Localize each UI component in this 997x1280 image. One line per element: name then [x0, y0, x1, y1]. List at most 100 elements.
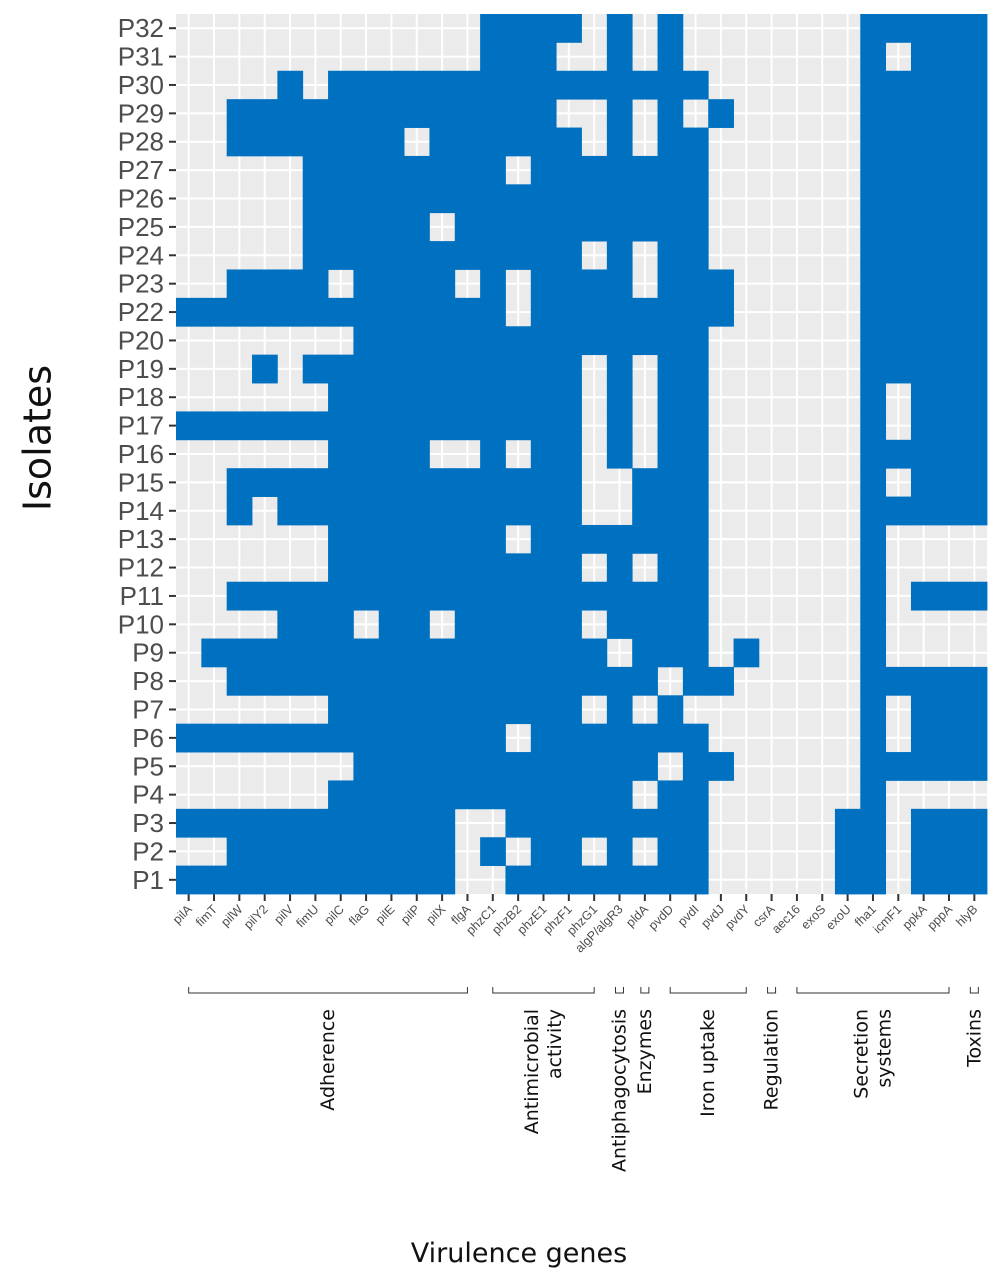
cell-P16-pppA — [936, 439, 963, 469]
cell-P26-pilC — [328, 184, 354, 214]
cell-P15-phzE1 — [530, 468, 557, 497]
gene-group-brackets: Adherence Antimicrobial activity Antiphagoc… — [188, 987, 985, 1172]
cell-P18-flaG — [353, 383, 380, 412]
cell-P23-pvdD — [657, 269, 684, 299]
cell-P13-pilE — [378, 524, 405, 554]
cell-P16-fha1 — [860, 439, 887, 469]
cell-P24-flaG — [353, 241, 380, 270]
cell-P20-pppA — [936, 326, 963, 356]
cell-P25-pvdD — [657, 212, 684, 242]
cell-P1-pilP — [404, 865, 430, 895]
cell-P29-pvdD — [657, 99, 684, 128]
cell-P9-pilC — [328, 638, 354, 668]
cell-P8-flgA — [454, 666, 481, 696]
cell-P16-ppkA — [910, 439, 937, 469]
cell-P3-exoU — [834, 808, 861, 838]
cell-P2-hlyB — [961, 837, 988, 867]
cell-P23-phzG1 — [581, 269, 608, 299]
cell-P19-phzE1 — [530, 354, 557, 384]
cell-P20-icmF1 — [885, 326, 912, 356]
x-label-pilV: pilV — [272, 902, 297, 927]
cell-P8-pilC — [328, 666, 354, 696]
cell-P10-flgA — [454, 610, 481, 639]
cell-P27-pvdI — [682, 155, 709, 185]
cell-P14-pilW — [226, 496, 253, 526]
cell-P1-fha1 — [860, 865, 887, 895]
cell-P4-pilC — [328, 780, 354, 810]
cell-P22-pvdJ — [708, 297, 734, 327]
cell-P28-ppkA — [910, 127, 937, 157]
cell-P3-pilW — [226, 808, 253, 838]
cell-P18-phzC1 — [480, 383, 506, 412]
cell-P11-fimU — [302, 581, 329, 611]
y-label-P16: P16 — [118, 439, 164, 469]
cell-P29-flaG — [353, 99, 380, 128]
cell-P1-algP/algR3 — [606, 865, 633, 895]
cell-P8-hlyB — [961, 666, 988, 696]
cell-P19-flgA — [454, 354, 481, 384]
cell-P11-fha1 — [860, 581, 887, 611]
cell-P10-pilE — [378, 610, 405, 639]
cell-P11-pilC — [328, 581, 354, 611]
y-label-P10: P10 — [118, 609, 164, 639]
cell-P5-phzF1 — [556, 752, 582, 781]
cell-P14-pppA — [936, 496, 963, 526]
cell-P32-phzF1 — [556, 14, 582, 43]
group-bracket-7 — [969, 987, 979, 994]
cell-P1-phzF1 — [556, 865, 582, 895]
cell-P31-pvdD — [657, 42, 684, 72]
cell-P6-flgA — [454, 723, 481, 753]
cell-P28-icmF1 — [885, 127, 912, 157]
cell-P14-pvdD — [657, 496, 684, 526]
cell-P16-pilP — [404, 439, 430, 469]
cell-P26-pilX — [429, 184, 456, 214]
cell-P13-pilC — [328, 524, 354, 554]
cell-P32-ppkA — [910, 14, 937, 43]
cell-P15-flgA — [454, 468, 481, 497]
cell-P32-pvdD — [657, 14, 684, 43]
cell-P28-pilE — [378, 127, 405, 157]
cell-P17-pilC — [328, 411, 354, 441]
cell-P5-fha1 — [860, 752, 887, 781]
cell-P26-icmF1 — [885, 184, 912, 214]
cell-P14-phzB2 — [505, 496, 532, 526]
cell-P19-algP/algR3 — [606, 354, 633, 384]
cell-P15-pldA — [632, 468, 658, 497]
cell-P6-pilW — [226, 723, 253, 753]
cell-P14-fimU — [302, 496, 329, 526]
cell-P16-pilE — [378, 439, 405, 469]
cell-P9-phzC1 — [480, 638, 506, 668]
cell-P18-pppA — [936, 383, 963, 412]
cell-P26-fimU — [302, 184, 329, 214]
cell-P11-phzB2 — [505, 581, 532, 611]
cell-P18-pilE — [378, 383, 405, 412]
cell-P5-flaG — [353, 752, 380, 781]
cell-P2-flaG — [353, 837, 380, 867]
cell-P31-phzC1 — [480, 42, 506, 72]
group-bracket-4 — [669, 987, 747, 994]
cell-P25-phzE1 — [530, 212, 557, 242]
cell-P22-algP/algR3 — [606, 297, 633, 327]
cell-P17-fha1 — [860, 411, 887, 441]
cell-P30-pilV — [277, 70, 304, 100]
cell-P14-phzF1 — [556, 496, 582, 526]
cell-P11-pilE — [378, 581, 405, 611]
cell-P5-icmF1 — [885, 752, 912, 781]
cell-P10-phzC1 — [480, 610, 506, 639]
cell-P28-phzE1 — [530, 127, 557, 157]
cell-P20-phzC1 — [480, 326, 506, 356]
y-label-P31: P31 — [118, 42, 164, 72]
cell-P23-phzF1 — [556, 269, 582, 299]
cell-P1-pilE — [378, 865, 405, 895]
cell-P29-pilX — [429, 99, 456, 128]
cell-P2-phzF1 — [556, 837, 582, 867]
cell-P23-pilV — [277, 269, 304, 299]
cell-P3-ppkA — [910, 808, 937, 838]
cell-P26-phzF1 — [556, 184, 582, 214]
cell-P13-pilP — [404, 524, 430, 554]
cell-P26-pvdI — [682, 184, 709, 214]
cell-P1-pvdI — [682, 865, 709, 895]
y-label-P23: P23 — [118, 269, 164, 299]
cell-P14-pilV — [277, 496, 304, 526]
